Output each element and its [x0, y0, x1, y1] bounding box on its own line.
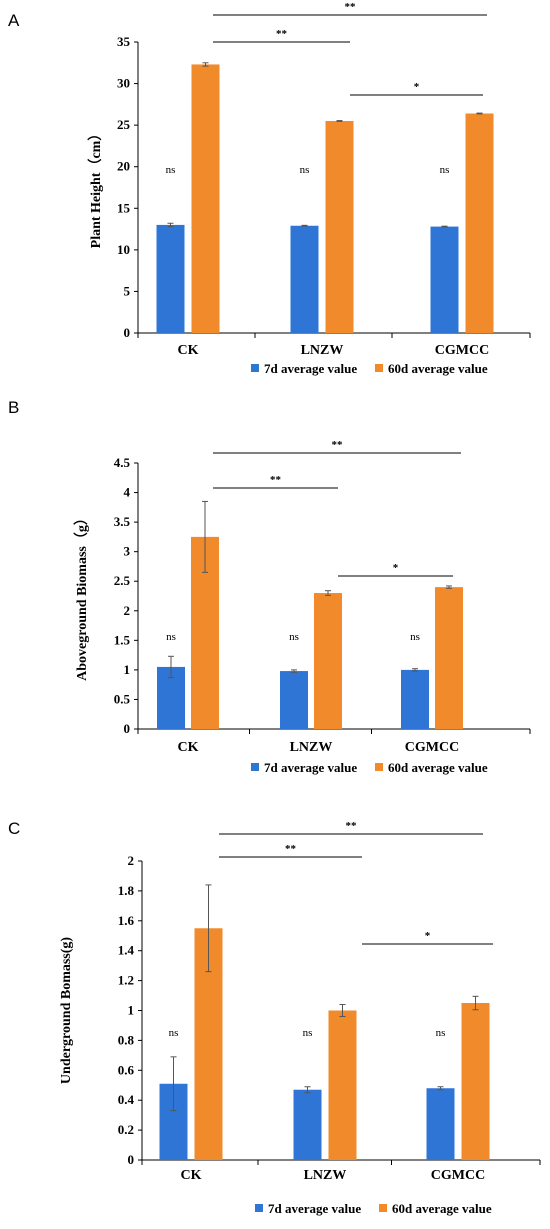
y-tick-label: 0: [124, 721, 131, 736]
significance-label: ns: [289, 631, 299, 643]
y-tick-label: 20: [117, 159, 130, 174]
bar-7d: [430, 226, 459, 333]
y-tick-label: 3.5: [114, 514, 131, 529]
y-tick-label: 15: [117, 200, 131, 215]
y-tick-label: 1.4: [118, 943, 135, 958]
significance-label: ns: [166, 164, 176, 176]
bar-60d: [328, 1010, 357, 1160]
significance-label: ns: [440, 164, 450, 176]
x-category-label: LNZW: [301, 343, 344, 358]
legend-swatch-60d: [375, 364, 383, 372]
x-category-label: CGMCC: [435, 343, 489, 358]
x-category-label: LNZW: [290, 740, 333, 755]
bar-60d: [461, 1003, 490, 1160]
bar-7d: [290, 225, 319, 333]
y-tick-label: 5: [124, 283, 131, 298]
y-tick-label: 1: [124, 662, 131, 677]
comparison-label: **: [332, 439, 344, 451]
bar-60d: [191, 64, 220, 333]
y-axis-label: Aboveground Biomass（g）: [74, 511, 90, 681]
x-category-label: CK: [178, 343, 199, 358]
legend-swatch-60d: [379, 1204, 387, 1212]
comparison-label: *: [393, 562, 399, 574]
comparison-label: **: [285, 843, 297, 855]
significance-label: ns: [166, 631, 176, 643]
x-category-label: CGMCC: [405, 740, 459, 755]
legend-swatch-7d: [255, 1204, 263, 1212]
legend-swatch-7d: [251, 763, 259, 771]
comparison-label: *: [425, 930, 431, 942]
y-tick-label: 25: [117, 117, 131, 132]
x-category-label: LNZW: [304, 1168, 347, 1183]
y-tick-label: 0.5: [114, 691, 131, 706]
y-tick-label: 0.8: [118, 1032, 135, 1047]
y-tick-label: 35: [117, 34, 131, 49]
comparison-label: *: [414, 81, 420, 93]
legend-label: 60d average value: [388, 361, 488, 376]
y-tick-label: 0: [124, 325, 131, 340]
x-category-label: CGMCC: [431, 1168, 485, 1183]
y-tick-label: 10: [117, 242, 130, 257]
legend-swatch-7d: [251, 364, 259, 372]
significance-label: ns: [169, 1027, 179, 1039]
significance-label: ns: [410, 631, 420, 643]
y-tick-label: 1: [128, 1003, 135, 1018]
bar-60d: [325, 120, 354, 333]
bar-60d: [435, 587, 463, 729]
comparison-label: **: [270, 474, 282, 486]
y-tick-label: 1.5: [114, 632, 131, 647]
significance-label: ns: [436, 1027, 446, 1039]
y-axis-label: Underground Bomass(g): [59, 937, 74, 1084]
y-tick-label: 4.5: [114, 455, 131, 470]
bar-7d: [401, 669, 429, 729]
comparison-label: **: [276, 28, 288, 40]
bar-7d: [293, 1089, 322, 1160]
y-tick-label: 1.2: [118, 973, 134, 988]
legend-label: 7d average value: [268, 1201, 361, 1216]
y-tick-label: 1.8: [118, 883, 135, 898]
x-category-label: CK: [181, 1168, 202, 1183]
panel-letter: A: [8, 11, 20, 30]
y-tick-label: 0.4: [118, 1092, 135, 1107]
y-tick-label: 4: [124, 485, 131, 500]
comparison-label: **: [346, 820, 358, 832]
bar-7d: [156, 224, 185, 333]
panel-letter: B: [8, 398, 19, 417]
bar-60d: [314, 593, 342, 729]
y-tick-label: 2: [128, 853, 135, 868]
y-axis-label: Plant Height（cm）: [88, 127, 104, 249]
bar-60d: [465, 113, 494, 333]
bar-7d: [426, 1088, 455, 1160]
y-tick-label: 3: [124, 544, 131, 559]
legend-swatch-60d: [375, 763, 383, 771]
bar-7d: [280, 671, 308, 729]
x-category-label: CK: [178, 740, 199, 755]
significance-label: ns: [300, 164, 310, 176]
y-tick-label: 0: [128, 1152, 135, 1167]
y-tick-label: 0.2: [118, 1122, 134, 1137]
y-tick-label: 1.6: [118, 913, 135, 928]
significance-label: ns: [303, 1027, 313, 1039]
legend-label: 60d average value: [388, 760, 488, 775]
legend-label: 7d average value: [264, 760, 357, 775]
y-tick-label: 0.6: [118, 1062, 135, 1077]
panel-letter: C: [8, 819, 20, 838]
legend-label: 7d average value: [264, 361, 357, 376]
y-tick-label: 2.5: [114, 573, 131, 588]
y-tick-label: 2: [124, 603, 131, 618]
legend-label: 60d average value: [392, 1201, 492, 1216]
comparison-label: **: [345, 1, 357, 13]
y-tick-label: 30: [117, 76, 130, 91]
